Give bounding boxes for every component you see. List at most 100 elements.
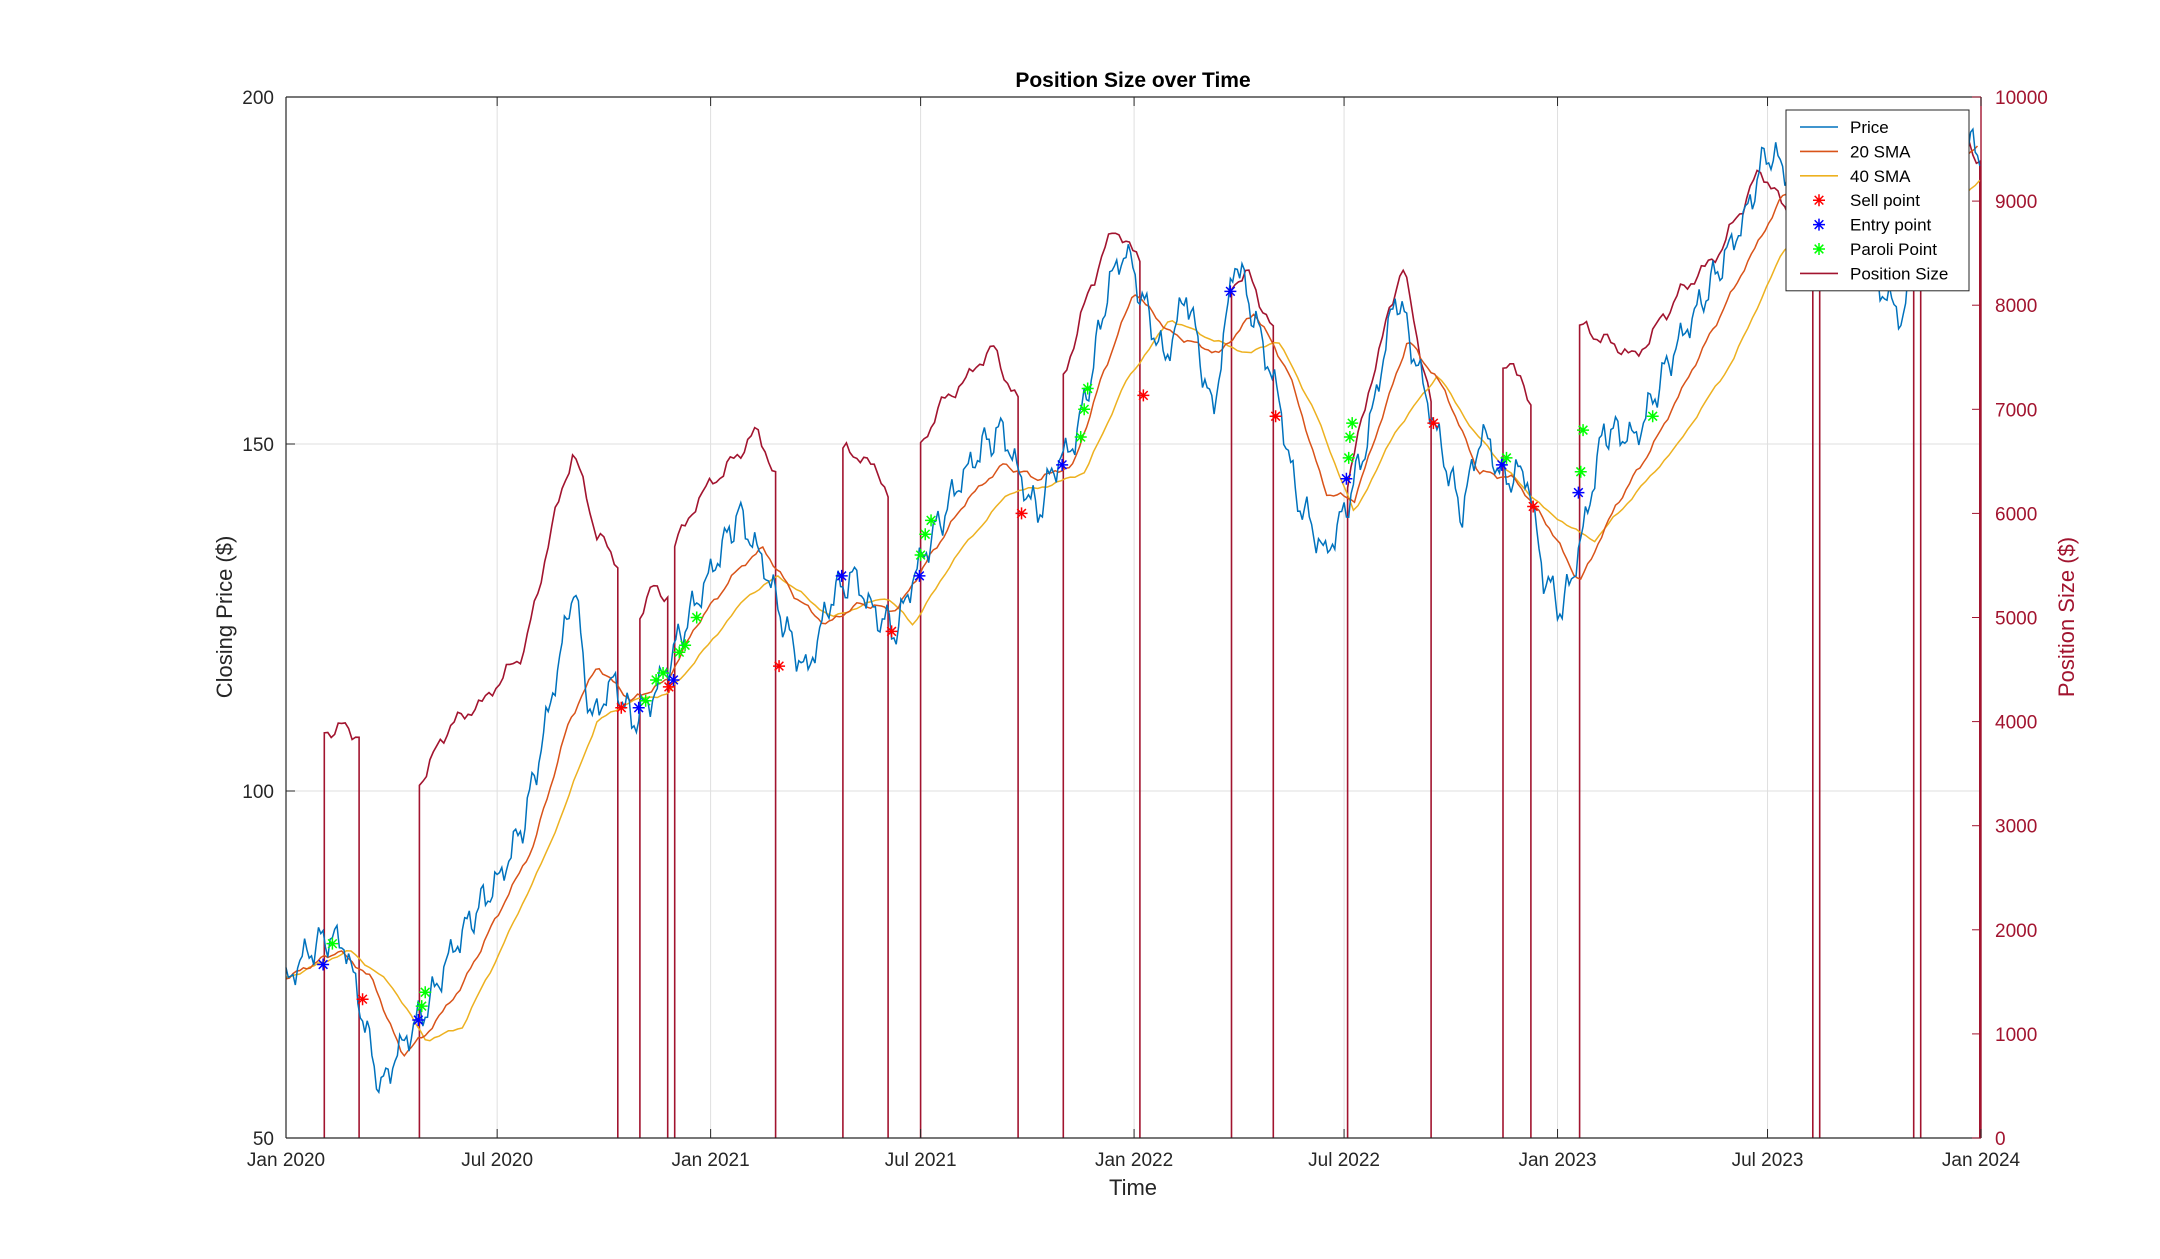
sell-point-marker xyxy=(615,701,628,714)
legend-label-paroli: Paroli Point xyxy=(1850,240,1937,259)
paroli-point-marker xyxy=(690,611,703,624)
sell-point-marker xyxy=(773,660,786,673)
sma40-line xyxy=(285,179,1981,1042)
plot-area xyxy=(286,97,1981,1138)
paroli-point-marker xyxy=(639,694,652,707)
position-size-line xyxy=(418,453,619,1138)
entry-point-marker xyxy=(1340,472,1353,485)
entry-point-marker xyxy=(1495,458,1508,471)
paroli-point-marker xyxy=(326,937,339,950)
entry-point-marker xyxy=(913,569,926,582)
x-tick-label: Jul 2021 xyxy=(885,1150,957,1171)
paroli-point-marker xyxy=(1500,451,1513,464)
entry-point-marker xyxy=(667,673,680,686)
sell-point-marker xyxy=(1527,500,1540,513)
paroli-point-marker xyxy=(679,639,692,652)
position-size-line xyxy=(842,441,889,1138)
right-y-tick-label: 4000 xyxy=(1995,713,2037,734)
legend-label-price: Price xyxy=(1850,118,1889,137)
right-y-tick-label: 5000 xyxy=(1995,609,2037,630)
paroli-point-marker xyxy=(1074,431,1087,444)
right-y-tick-label: 0 xyxy=(1995,1129,2006,1150)
x-axis-label: Time xyxy=(1109,1175,1157,1200)
paroli-point-marker xyxy=(1081,382,1094,395)
paroli-point-marker xyxy=(650,673,663,686)
paroli-point-marker xyxy=(415,1000,428,1013)
legend-label-position: Position Size xyxy=(1850,264,1948,283)
position-size-line xyxy=(1230,269,1275,1138)
paroli-point-marker xyxy=(1078,403,1091,416)
right-y-tick-label: 2000 xyxy=(1995,921,2037,942)
chart-title: Position Size over Time xyxy=(1015,69,1250,92)
legend-label-sma20: 20 SMA xyxy=(1850,142,1911,161)
right-y-tick-label: 7000 xyxy=(1995,400,2037,421)
y-tick-label: 50 xyxy=(253,1129,274,1150)
y-tick-label: 200 xyxy=(242,88,274,109)
paroli-point-marker xyxy=(419,986,432,999)
paroli-point-marker xyxy=(919,528,932,541)
signal-markers xyxy=(317,285,1659,1027)
sell-point-marker xyxy=(1269,410,1282,423)
grid xyxy=(285,96,1982,1139)
position-size-line xyxy=(323,722,360,1138)
sell-point-marker xyxy=(662,680,675,693)
sma20-line xyxy=(285,145,1979,1058)
position-size-line xyxy=(1502,363,1532,1138)
entry-point-marker xyxy=(1572,486,1585,499)
paroli-point-marker xyxy=(1577,424,1590,437)
right-y-tick-label: 3000 xyxy=(1995,817,2037,838)
price-line xyxy=(285,123,1981,1095)
legend-swatch-entry xyxy=(1813,218,1825,231)
x-tick-label: Jan 2021 xyxy=(672,1150,750,1171)
paroli-point-marker xyxy=(1346,417,1359,430)
x-tick-label: Jan 2022 xyxy=(1095,1150,1173,1171)
entry-point-marker xyxy=(412,1014,425,1027)
x-tick-label: Jul 2023 xyxy=(1732,1150,1804,1171)
sell-point-marker xyxy=(1015,507,1028,520)
position-size-line xyxy=(919,345,1019,1138)
paroli-point-marker xyxy=(914,549,927,562)
legend-swatch-paroli xyxy=(1813,243,1825,255)
price-series-group xyxy=(285,123,1981,1095)
paroli-point-marker xyxy=(1342,451,1355,464)
x-tick-label: Jan 2020 xyxy=(247,1150,325,1171)
position-size-line xyxy=(673,426,777,1138)
position-size-series xyxy=(323,130,1981,1138)
sell-point-marker xyxy=(1427,417,1440,430)
paroli-point-marker xyxy=(673,646,686,659)
axes: Jan 2020 Jul 2020 Jan 2021 Jul 2021 Jan 2022… xyxy=(242,88,2048,1171)
position-size-line xyxy=(639,584,669,1138)
legend-label-sma40: 40 SMA xyxy=(1850,167,1911,186)
paroli-point-marker xyxy=(1343,431,1356,444)
position-size-line xyxy=(1062,232,1141,1138)
y-axis-label: Closing Price ($) xyxy=(212,536,237,699)
position-size-line xyxy=(1578,169,1814,1138)
entry-point-marker xyxy=(317,958,330,971)
sell-point-marker xyxy=(1137,389,1150,402)
entry-point-marker xyxy=(632,701,645,714)
entry-point-marker xyxy=(835,569,848,582)
x-tick-label: Jan 2024 xyxy=(1942,1150,2021,1171)
right-y-tick-label: 9000 xyxy=(1995,192,2037,213)
sell-point-marker xyxy=(885,625,898,638)
x-tick-label: Jul 2022 xyxy=(1308,1150,1380,1171)
right-y-tick-label: 8000 xyxy=(1995,296,2037,317)
paroli-point-marker xyxy=(925,514,938,527)
sell-point-marker xyxy=(356,993,369,1006)
right-y-tick-label: 10000 xyxy=(1995,88,2048,109)
entry-point-marker xyxy=(1224,285,1237,298)
right-y-axis-label: Position Size ($) xyxy=(2054,537,2079,697)
right-y-tick-label: 6000 xyxy=(1995,504,2037,525)
right-y-tick-label: 1000 xyxy=(1995,1025,2037,1046)
y-tick-label: 150 xyxy=(242,435,274,456)
entry-point-marker xyxy=(1056,458,1069,471)
paroli-point-marker xyxy=(657,667,670,680)
x-tick-label: Jul 2020 xyxy=(461,1150,533,1171)
legend-label-sell: Sell point xyxy=(1850,191,1920,210)
legend: Price 20 SMA 40 SMA Sell point Entry point Pa… xyxy=(1785,109,1970,292)
legend-swatch-sell xyxy=(1813,194,1825,207)
x-tick-label: Jan 2023 xyxy=(1518,1150,1596,1171)
paroli-point-marker xyxy=(1646,410,1659,423)
paroli-point-marker xyxy=(1574,465,1587,478)
